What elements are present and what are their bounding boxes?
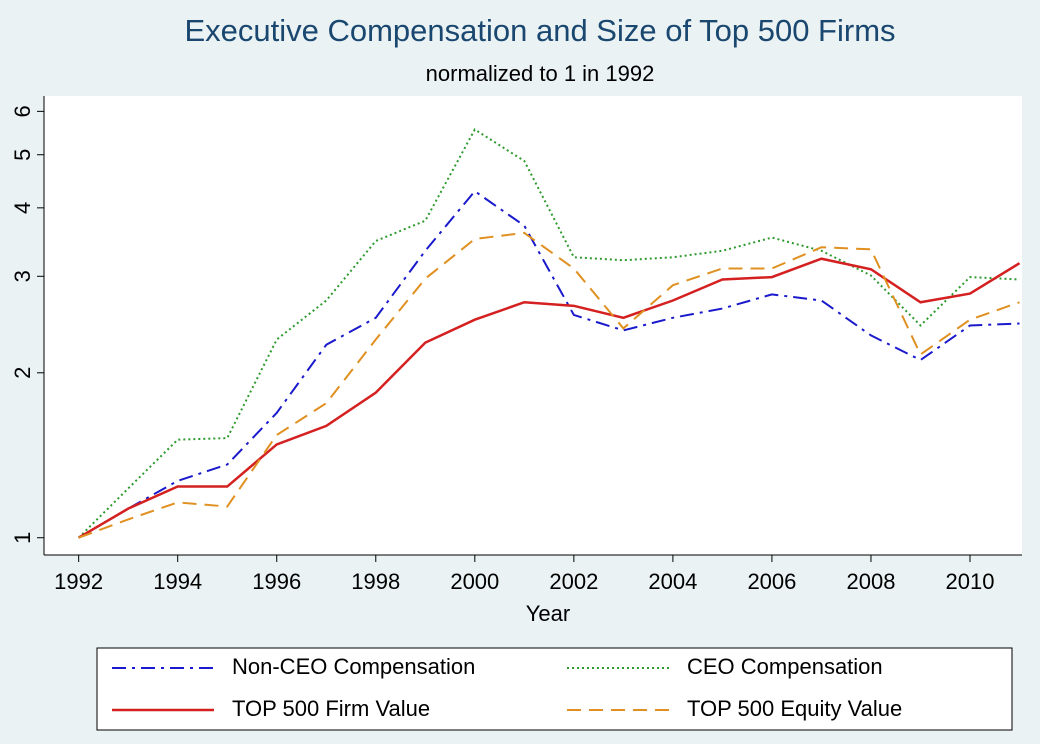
legend-label: TOP 500 Firm Value	[232, 696, 430, 721]
legend-label: Non-CEO Compensation	[232, 654, 475, 679]
series-line	[77, 128, 1020, 539]
x-tick-label: 1992	[54, 569, 103, 594]
x-tick-label: 2010	[946, 569, 995, 594]
x-tick-label: 1994	[153, 569, 202, 594]
x-tick-label: 2008	[846, 569, 895, 594]
y-tick-label: 1	[10, 532, 35, 544]
x-tick-label: 2004	[648, 569, 697, 594]
y-tick-label: 3	[10, 270, 35, 282]
series-line	[78, 189, 1020, 539]
x-tick-label: 2002	[549, 569, 598, 594]
y-tick-label: 2	[10, 367, 35, 379]
y-tick-label: 5	[10, 149, 35, 161]
x-axis-title: Year	[526, 601, 570, 626]
x-tick-label: 1996	[252, 569, 301, 594]
x-tick-label: 1998	[351, 569, 400, 594]
chart-subtitle: normalized to 1 in 1992	[426, 61, 655, 86]
y-tick-label: 4	[10, 202, 35, 214]
legend-label: TOP 500 Equity Value	[687, 696, 902, 721]
x-tick-label: 2000	[450, 569, 499, 594]
legend-label: CEO Compensation	[687, 654, 883, 679]
x-tick-label: 2006	[747, 569, 796, 594]
plot-area	[44, 96, 1022, 555]
series-line	[78, 257, 1021, 539]
chart-title: Executive Compensation and Size of Top 5…	[184, 13, 895, 48]
legend	[96, 647, 1013, 731]
series-line	[78, 231, 1020, 539]
y-tick-label: 6	[10, 105, 35, 117]
